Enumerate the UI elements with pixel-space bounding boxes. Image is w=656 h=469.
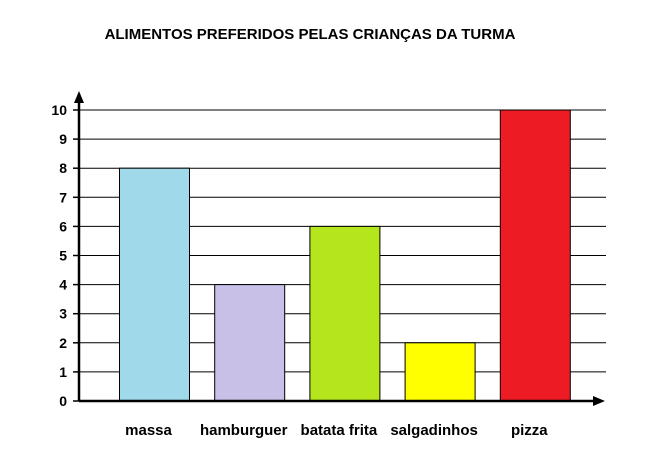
y-axis-arrow [74, 91, 84, 103]
y-tick-label: 10 [51, 102, 67, 118]
bar-salgadinhos [404, 342, 476, 402]
y-tick-label: 9 [59, 131, 67, 147]
category-label: hamburguer [200, 422, 288, 439]
bars [119, 109, 571, 402]
y-tick-label: 0 [59, 393, 67, 409]
bar-pizza [499, 109, 571, 402]
y-tick-label: 6 [59, 218, 67, 234]
category-label: massa [125, 422, 172, 439]
category-label: pizza [511, 422, 548, 439]
category-label: salgadinhos [390, 422, 478, 439]
category-label: batata frita [301, 422, 378, 439]
y-tick-label: 1 [59, 364, 67, 380]
y-tick-label: 7 [59, 189, 67, 205]
bar-hamburguer [214, 284, 286, 402]
y-tick-label: 5 [59, 248, 67, 264]
y-tick-label: 4 [59, 277, 67, 293]
chart-title: ALIMENTOS PREFERIDOS PELAS CRIANÇAS DA T… [104, 26, 516, 43]
category-labels: massa hamburguer batata frita salgadinhos pi… [125, 422, 548, 439]
y-tick-label: 8 [59, 160, 67, 176]
axes [74, 91, 605, 406]
bar-massa [119, 167, 190, 402]
bar-batata-frita [309, 225, 381, 402]
x-axis-arrow [593, 396, 605, 406]
y-tick-labels: 0 1 2 3 4 5 6 7 8 9 10 [51, 102, 67, 409]
y-tick-label: 2 [59, 335, 67, 351]
y-tick-label: 3 [59, 306, 67, 322]
